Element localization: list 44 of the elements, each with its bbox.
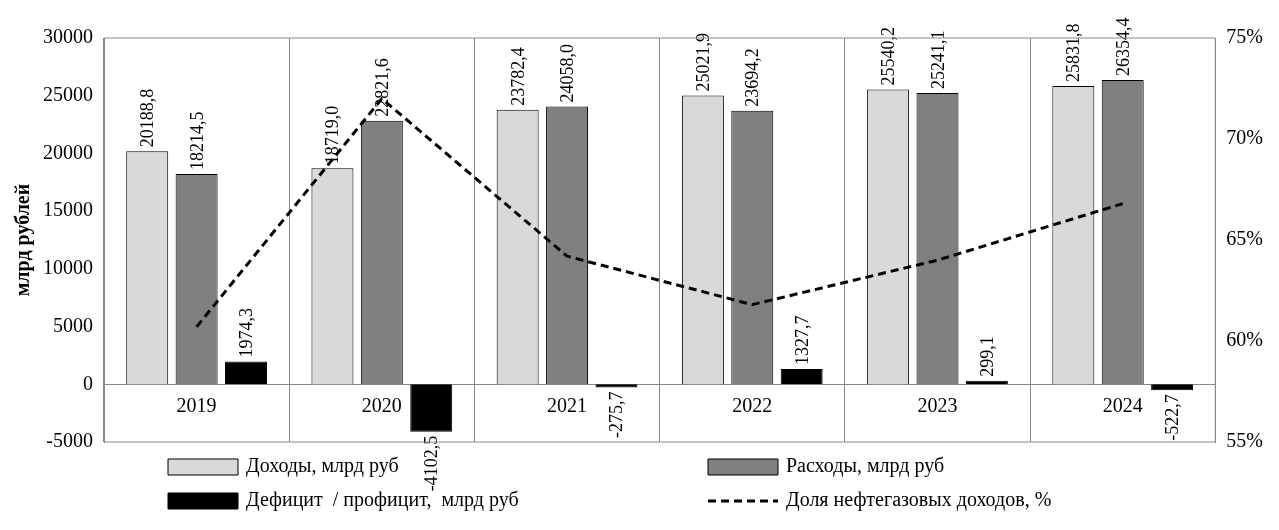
legend-label: Доходы, млрд руб	[246, 454, 399, 478]
y-tick-label: 30000	[43, 25, 93, 48]
data-label: 1974,3	[236, 308, 256, 358]
data-label: -275,7	[606, 391, 627, 438]
y-tick-label: 15000	[43, 198, 93, 221]
legend-label: Расходы, млрд руб	[786, 454, 945, 478]
y-tick-label: 5000	[53, 313, 93, 336]
y-tick-label: 10000	[43, 256, 93, 279]
data-label: 23694,2	[742, 48, 763, 107]
data-label: 18214,5	[186, 111, 207, 171]
y2-tick-label: 70%	[1226, 126, 1264, 149]
data-label: 25831,8	[1063, 23, 1084, 83]
legend-label: Доля нефтегазовых доходов, %	[786, 488, 1052, 512]
data-label: 18719,0	[322, 105, 343, 165]
x-tick-label: 2022	[732, 393, 773, 416]
y2-tick-label: 55%	[1226, 429, 1264, 452]
bar	[410, 384, 453, 432]
data-label: 26354,4	[1112, 17, 1133, 77]
x-tick-label: 2021	[547, 393, 588, 416]
y2-tick-label: 60%	[1226, 328, 1264, 351]
x-tick-label: 2024	[1102, 393, 1143, 416]
data-label: 1327,7	[791, 315, 812, 365]
y2-tick-label: 65%	[1226, 227, 1264, 250]
data-label: 20188,8	[137, 88, 158, 148]
y-tick-label: 20000	[43, 140, 93, 163]
bar	[225, 361, 267, 385]
data-label: 23782,4	[507, 47, 528, 106]
x-tick-label: 2023	[917, 393, 958, 416]
data-label: -4102,5	[421, 435, 442, 492]
y2-tick-label: 75%	[1226, 25, 1264, 48]
x-tick-label: 2019	[176, 393, 217, 416]
y-tick-label: 0	[83, 371, 93, 394]
y-tick-label: 25000	[43, 82, 93, 105]
data-label: 25241,1	[927, 30, 948, 89]
data-label: 299,1	[976, 336, 997, 377]
data-label: 24058,0	[557, 44, 578, 103]
y-axis-title: млрд рублей	[11, 183, 35, 297]
data-label: 22821,6	[371, 58, 392, 117]
data-label: -522,7	[1162, 394, 1183, 441]
y-tick-label: -5000	[46, 429, 93, 452]
data-label: 25021,9	[692, 32, 713, 92]
data-label: 25540,2	[878, 26, 899, 86]
bar	[780, 368, 823, 385]
x-tick-label: 2020	[361, 393, 402, 416]
